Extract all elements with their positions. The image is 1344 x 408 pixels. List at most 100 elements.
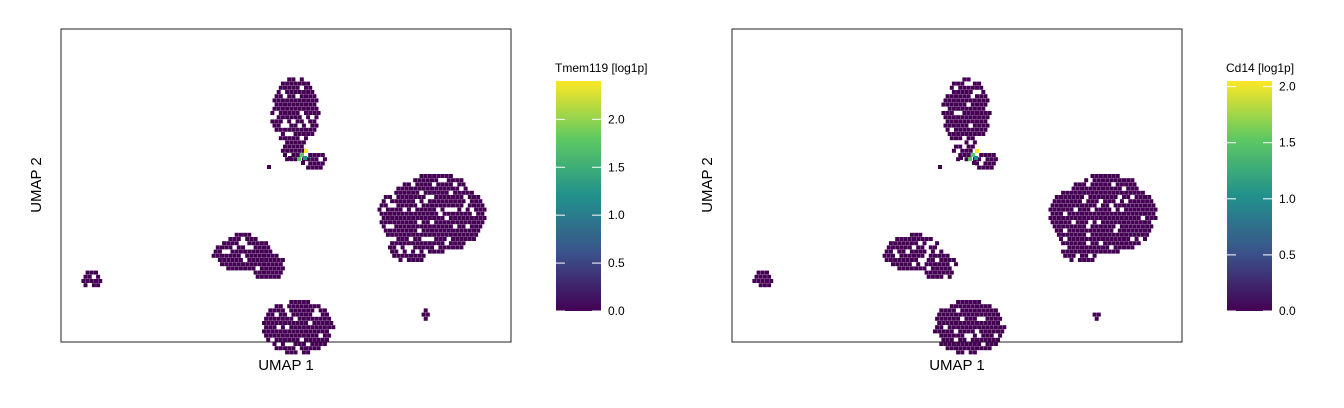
hexbin-cell	[1054, 203, 1059, 208]
hexbin-cell	[968, 90, 973, 94]
hexbin-cell	[922, 249, 927, 254]
hexbin-cell	[1090, 190, 1095, 195]
hexbin-cell	[280, 115, 285, 120]
hexbin-cell	[1075, 228, 1080, 233]
hexbin-cell	[394, 216, 399, 220]
hexbin-cell	[413, 211, 418, 216]
hexbin-cell	[909, 266, 914, 271]
hexbin-cell	[293, 157, 298, 162]
hexbin-cell	[280, 98, 285, 103]
hexbin-cell	[909, 232, 914, 237]
hexbin-cell	[299, 119, 304, 124]
hexbin-cell	[1080, 186, 1084, 191]
hexbin-cell	[1061, 190, 1066, 195]
hexbin-cell	[1077, 182, 1082, 187]
hexbin-cell	[933, 270, 937, 275]
hexbin-cell	[983, 346, 988, 351]
hexbin-cell	[1096, 178, 1101, 183]
hexbin-cell	[322, 342, 327, 346]
hexbin-cell	[968, 300, 973, 304]
hexbin-cell	[1071, 253, 1076, 258]
hexbin-cell	[297, 90, 302, 94]
hexbin-cell	[1069, 258, 1074, 262]
hexbin-cell	[947, 258, 952, 262]
hexbin-cell	[964, 140, 969, 145]
hexbin-cell	[478, 199, 483, 204]
hexbin-cell	[765, 279, 769, 283]
hexbin-cell	[1071, 237, 1076, 241]
hexbin-cell	[299, 94, 304, 99]
hexbin-cell	[1117, 245, 1122, 250]
hexbin-cell	[966, 85, 971, 90]
hexbin-cell	[461, 241, 466, 246]
hexbin-cell	[983, 94, 988, 99]
hexbin-cell	[1073, 241, 1078, 246]
hexbin-cell	[933, 245, 937, 250]
hexbin-cell	[415, 224, 420, 229]
hexbin-cell	[434, 237, 439, 241]
hexbin-cell	[388, 211, 392, 216]
hexbin-cell	[954, 346, 958, 351]
hexbin-cell	[1107, 174, 1112, 178]
hexbin-cell	[966, 111, 971, 115]
hexbin-cell	[949, 85, 954, 90]
hexbin-cell	[987, 161, 992, 166]
hexbin-cell	[1119, 216, 1124, 220]
hexbin-cell	[453, 190, 458, 195]
hexbin-cell	[396, 253, 401, 258]
hexbin-cell	[398, 216, 403, 220]
hexbin-cell	[1088, 195, 1093, 199]
hexbin-cell	[259, 266, 264, 271]
hexbin-cell	[474, 216, 479, 220]
hexbin-cell	[268, 258, 273, 262]
hexbin-cell	[930, 274, 935, 279]
hexbin-cell	[440, 174, 445, 178]
hexbin-cell	[947, 106, 952, 111]
hexbin-cell	[236, 245, 241, 250]
hexbin-cell	[463, 220, 468, 225]
hexbin-cell	[278, 329, 283, 334]
hexbin-cell	[1067, 253, 1072, 258]
hexbin-cell	[945, 346, 950, 351]
hexbin-cell	[224, 245, 229, 250]
hexbin-cell	[951, 106, 956, 111]
hexbin-cell	[916, 262, 921, 267]
hexbin-cell	[480, 203, 485, 208]
hexbin-cell	[247, 258, 252, 262]
hexbin-cell	[918, 232, 923, 237]
hexbin-cell	[306, 98, 311, 103]
hexbin-cell	[301, 148, 306, 153]
hexbin-cell	[262, 253, 266, 258]
hexbin-cell	[949, 119, 954, 124]
hexbin-cell	[413, 186, 418, 191]
hexbin-cell	[991, 337, 996, 342]
hexbin-cell	[419, 174, 424, 178]
hexbin-cell	[1119, 190, 1124, 195]
hexbin-cell	[398, 258, 403, 262]
hexbin-cell	[1073, 224, 1078, 229]
hexbin-cell	[1067, 211, 1072, 216]
hexbin-cell	[318, 308, 323, 313]
hexbin-cell-highlight	[971, 153, 975, 157]
hexbin-cell	[308, 329, 313, 334]
hexbin-cell	[891, 262, 895, 267]
hexbin-cell	[935, 266, 940, 271]
hexbin-cell	[241, 245, 245, 250]
hexbin-cell	[1128, 190, 1133, 195]
hexbin-cell	[975, 102, 979, 107]
colorbar-title: Tmem119 [log1p]	[555, 61, 648, 75]
hexbin-cell-highlight	[297, 157, 301, 161]
hexbin-cell	[472, 203, 476, 208]
hexbin-cell	[1109, 195, 1114, 199]
hexbin-cell	[1088, 237, 1093, 241]
hexbin-cell	[236, 237, 241, 241]
hexbin-cell	[1124, 216, 1129, 220]
hexbin-cell	[283, 153, 287, 157]
hexbin-cell	[966, 346, 971, 351]
hexbin-cell	[423, 241, 428, 246]
hexbin-cell	[425, 245, 430, 250]
hexbin-cell	[406, 216, 411, 220]
hexbin-cell	[276, 106, 281, 111]
hexbin-cell	[977, 115, 982, 120]
